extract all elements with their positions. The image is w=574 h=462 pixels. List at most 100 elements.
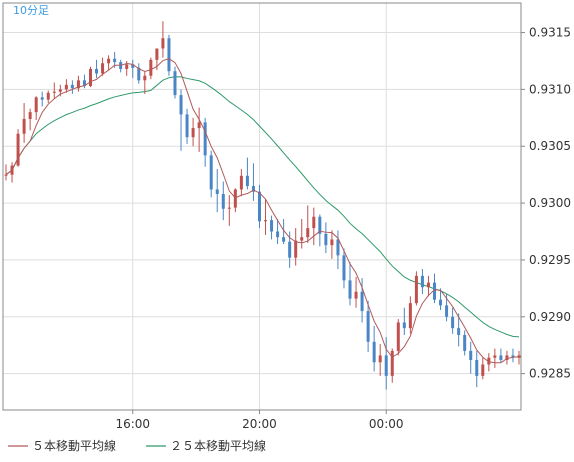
y-tick-label: 0.9295 (529, 253, 571, 267)
candle-down (82, 80, 86, 86)
candle-down (209, 155, 213, 190)
candle-down (324, 233, 328, 246)
candle-up (330, 239, 334, 246)
candle-up (239, 175, 243, 190)
candle-down (384, 355, 388, 376)
y-tick-label: 0.9285 (529, 367, 571, 381)
candle-down (366, 311, 370, 342)
candle-up (107, 58, 111, 64)
candle-down (179, 95, 183, 115)
candle-up (378, 355, 382, 363)
candle-down (173, 71, 177, 96)
candle-up (101, 63, 105, 74)
ma5-series (5, 58, 520, 364)
candle-up (58, 89, 62, 92)
candle-up (4, 174, 8, 176)
candle-down (245, 175, 249, 187)
candle-down (203, 122, 207, 156)
candle-up (46, 92, 50, 100)
x-tick-label: 00:00 (369, 417, 404, 431)
candle-up (517, 355, 521, 358)
candle-up (88, 68, 92, 86)
candle-down (348, 280, 352, 299)
candle-down (360, 291, 364, 312)
candle-up (493, 355, 497, 358)
candle-up (16, 133, 20, 166)
candle-up (396, 322, 400, 351)
candle-down (221, 193, 225, 209)
candle-down (282, 237, 286, 242)
candle-down (372, 341, 376, 363)
candle-down (420, 275, 424, 288)
y-tick-label: 0.9305 (529, 139, 571, 153)
candle-up (408, 303, 412, 329)
candle-up (64, 84, 68, 90)
candle-up (233, 189, 237, 208)
candle-down (402, 322, 406, 329)
candles-group (4, 21, 521, 390)
candle-down (270, 220, 274, 232)
candle-up (390, 350, 394, 376)
candle-down (445, 305, 449, 317)
candle-down (137, 67, 141, 81)
candle-up (76, 80, 80, 89)
candle-down (215, 189, 219, 194)
candle-up (155, 48, 159, 60)
candle-down (276, 231, 280, 238)
candle-down (433, 282, 437, 300)
candle-down (457, 328, 461, 335)
candle-down (342, 255, 346, 281)
candle-up (354, 291, 358, 299)
candle-up (481, 364, 485, 376)
legend-ma5-label: ５本移動平均線 (32, 438, 116, 453)
candle-up (426, 282, 430, 288)
candle-down (318, 216, 322, 234)
candle-down (499, 355, 503, 360)
legend: ５本移動平均線 ２５本移動平均線 (8, 438, 266, 453)
candle-down (336, 239, 340, 256)
candle-up (125, 64, 129, 69)
candle-down (70, 84, 74, 89)
plot-frame (2, 2, 522, 411)
ma5-line (5, 58, 520, 364)
candle-down (451, 316, 455, 329)
candle-up (197, 122, 201, 129)
x-axis: 16:00 20:00 00:00 (115, 410, 404, 431)
candle-up (227, 207, 231, 209)
candle-up (312, 216, 316, 229)
candle-up (264, 220, 268, 222)
x-tick-label: 16:00 (115, 417, 150, 431)
candle-down (167, 38, 171, 72)
y-tick-label: 0.9315 (529, 26, 571, 40)
candle-up (22, 118, 26, 134)
candle-up (161, 38, 165, 49)
timeframe-label: 10分足 (13, 4, 49, 17)
candle-up (52, 91, 56, 93)
candle-up (143, 75, 147, 81)
legend-ma25-label: ２５本移動平均線 (170, 438, 266, 453)
candle-down (40, 97, 44, 100)
candle-up (34, 97, 38, 113)
candle-up (414, 275, 418, 304)
candle-down (511, 355, 515, 358)
candle-up (294, 240, 298, 258)
candle-down (251, 186, 255, 192)
candle-up (300, 237, 304, 241)
x-tick-label: 20:00 (242, 417, 277, 431)
candle-up (505, 355, 509, 360)
candle-up (191, 128, 195, 138)
candle-down (113, 58, 117, 63)
candle-down (185, 114, 189, 138)
y-tick-label: 0.9290 (529, 310, 571, 324)
candle-down (475, 359, 479, 376)
candle-down (257, 191, 261, 222)
candle-down (95, 68, 99, 74)
y-tick-label: 0.9310 (529, 82, 571, 96)
y-axis: 0.9285 0.9290 0.9295 0.9300 0.9305 0.9310 0.93… (521, 26, 571, 381)
candle-up (149, 59, 153, 76)
candle-down (469, 350, 473, 360)
candle-down (131, 64, 135, 68)
candle-up (306, 228, 310, 238)
